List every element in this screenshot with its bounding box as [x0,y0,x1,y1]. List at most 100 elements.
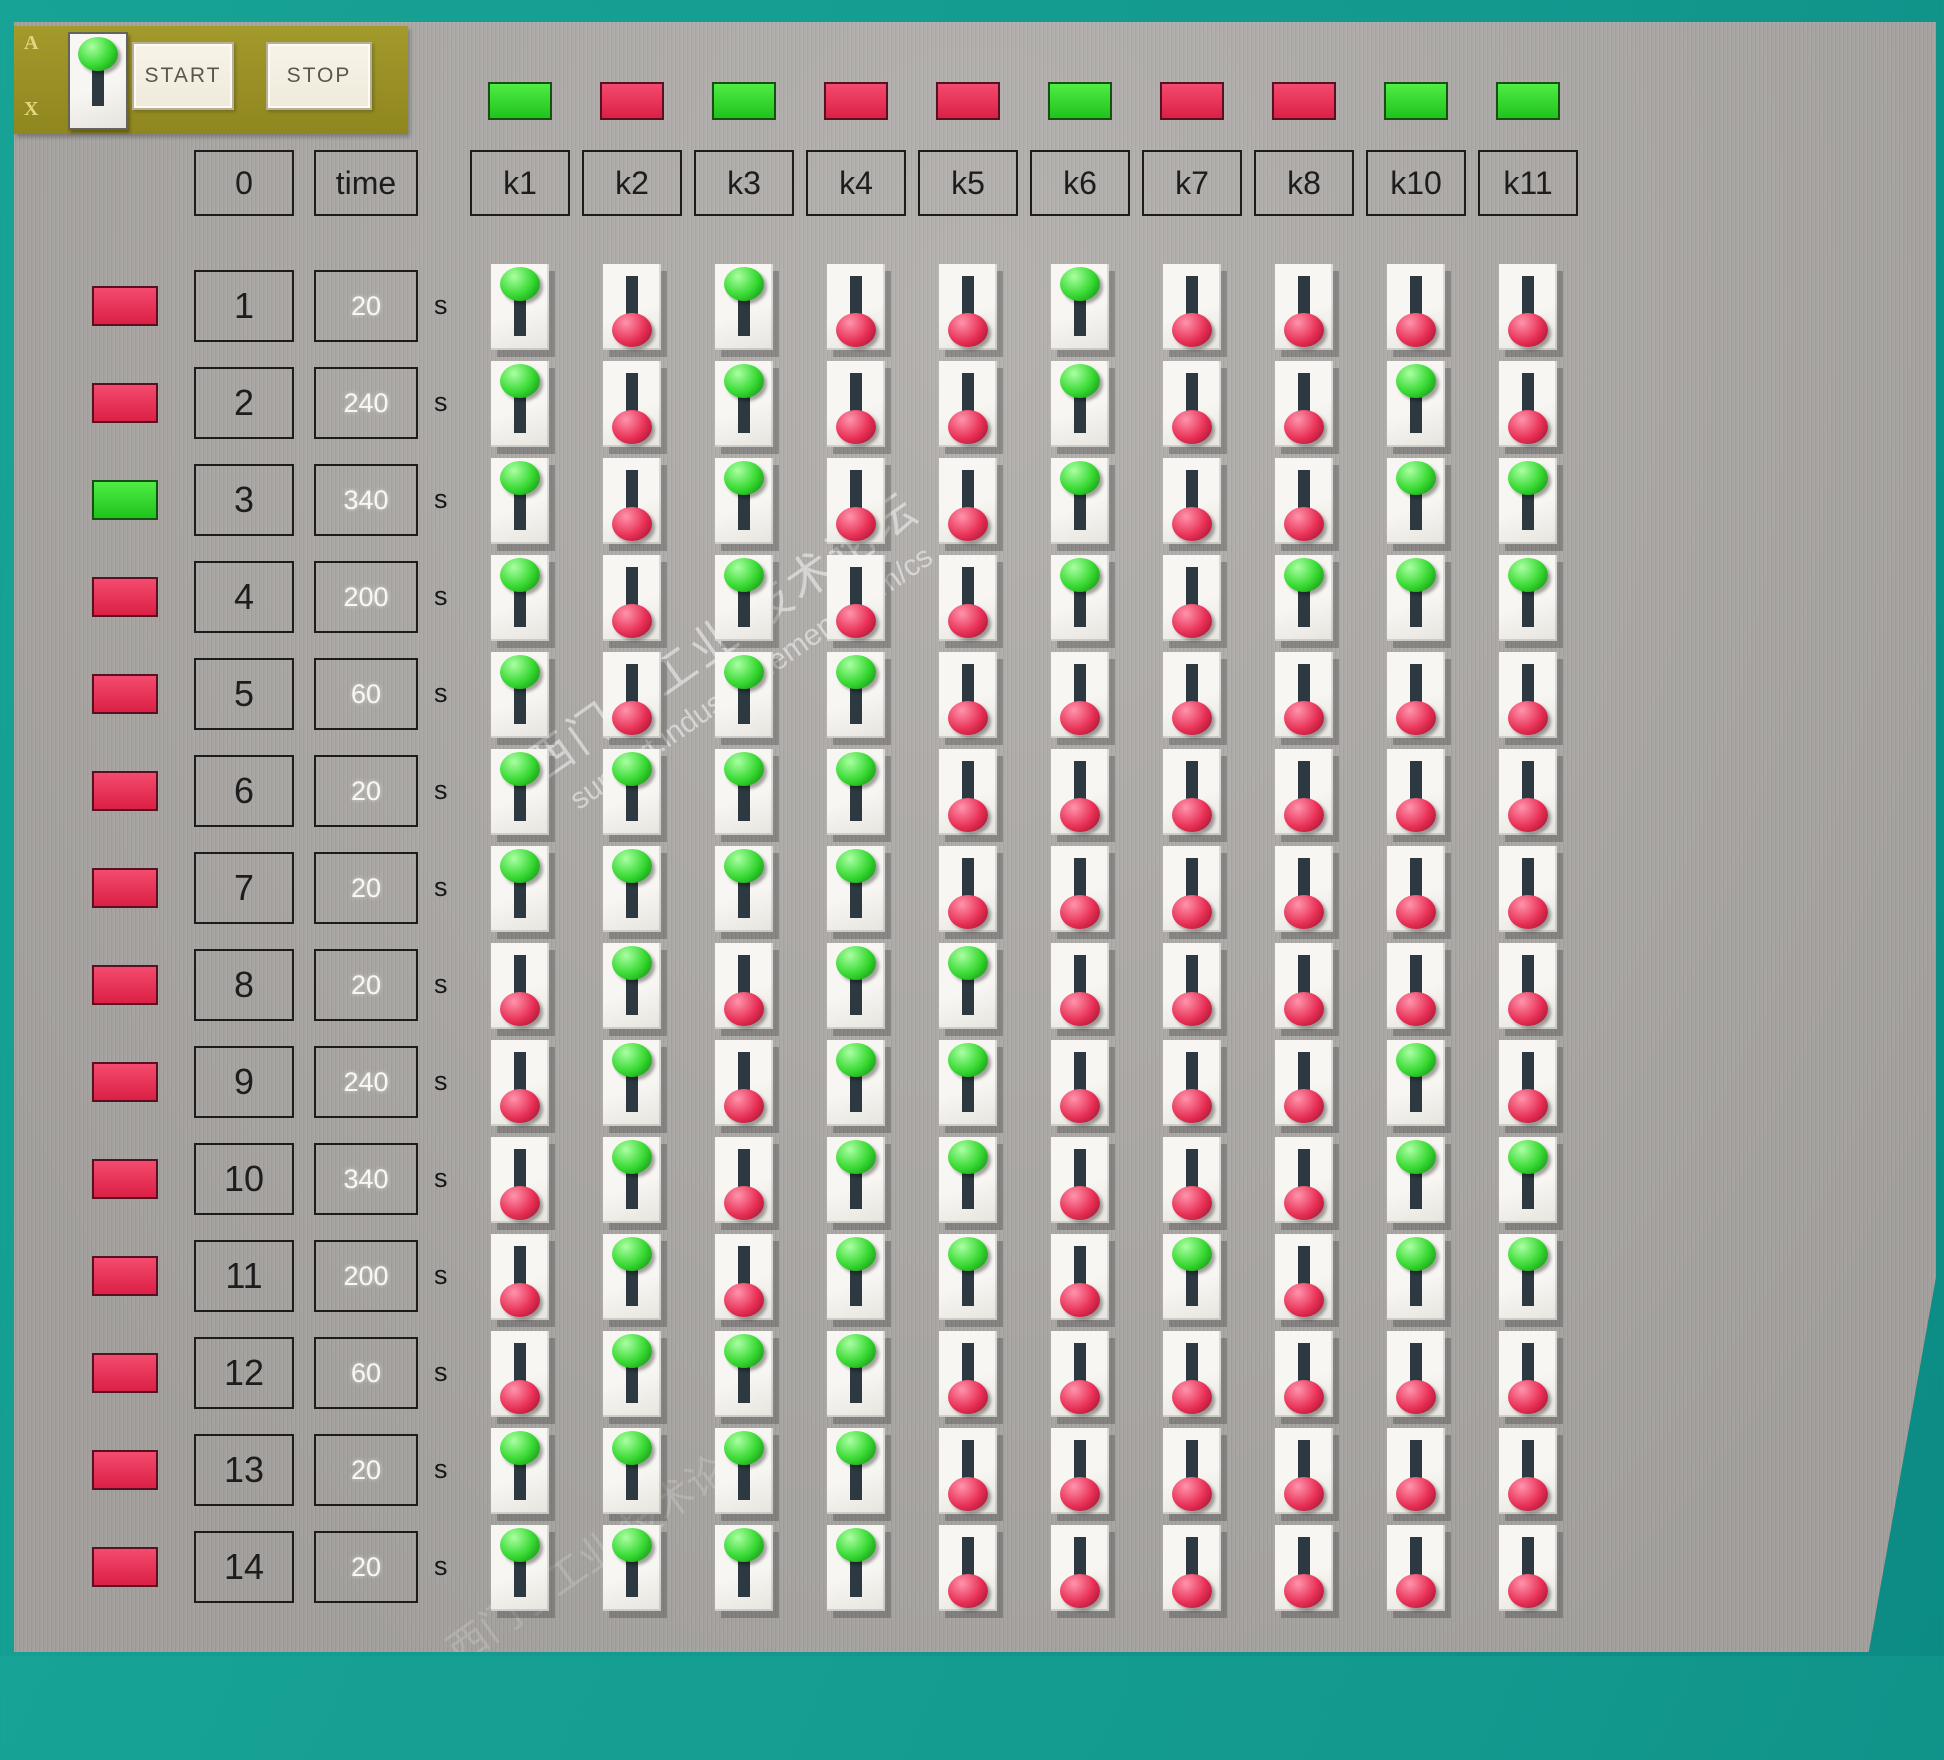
switch-r11-k3[interactable] [715,1234,773,1320]
switch-r8-k5[interactable] [939,943,997,1029]
switch-r14-k5[interactable] [939,1525,997,1611]
switch-r7-k6[interactable] [1051,846,1109,932]
switch-r4-k5[interactable] [939,555,997,641]
master-toggle-switch[interactable] [68,32,128,130]
switch-r1-k3[interactable] [715,264,773,350]
switch-r2-k11[interactable] [1499,361,1557,447]
switch-r2-k6[interactable] [1051,361,1109,447]
switch-r9-k5[interactable] [939,1040,997,1126]
switch-r6-k4[interactable] [827,749,885,835]
switch-r1-k5[interactable] [939,264,997,350]
switch-r4-k11[interactable] [1499,555,1557,641]
time-value-14[interactable]: 20 [314,1531,418,1603]
switch-r1-k6[interactable] [1051,264,1109,350]
switch-r10-k5[interactable] [939,1137,997,1223]
switch-r8-k11[interactable] [1499,943,1557,1029]
switch-r9-k4[interactable] [827,1040,885,1126]
switch-r8-k10[interactable] [1387,943,1445,1029]
time-value-11[interactable]: 200 [314,1240,418,1312]
switch-r5-k5[interactable] [939,652,997,738]
switch-r6-k3[interactable] [715,749,773,835]
switch-r12-k6[interactable] [1051,1331,1109,1417]
switch-r14-k2[interactable] [603,1525,661,1611]
switch-r5-k1[interactable] [491,652,549,738]
switch-r3-k5[interactable] [939,458,997,544]
switch-r14-k6[interactable] [1051,1525,1109,1611]
switch-r14-k8[interactable] [1275,1525,1333,1611]
switch-r13-k2[interactable] [603,1428,661,1514]
switch-r2-k5[interactable] [939,361,997,447]
switch-r9-k10[interactable] [1387,1040,1445,1126]
switch-r2-k10[interactable] [1387,361,1445,447]
switch-r9-k1[interactable] [491,1040,549,1126]
switch-r13-k8[interactable] [1275,1428,1333,1514]
switch-r3-k1[interactable] [491,458,549,544]
time-value-4[interactable]: 200 [314,561,418,633]
switch-r10-k11[interactable] [1499,1137,1557,1223]
time-value-3[interactable]: 340 [314,464,418,536]
switch-r6-k7[interactable] [1163,749,1221,835]
switch-r7-k3[interactable] [715,846,773,932]
switch-r12-k5[interactable] [939,1331,997,1417]
switch-r14-k1[interactable] [491,1525,549,1611]
switch-r1-k7[interactable] [1163,264,1221,350]
switch-r10-k2[interactable] [603,1137,661,1223]
time-value-12[interactable]: 60 [314,1337,418,1409]
switch-r11-k8[interactable] [1275,1234,1333,1320]
switch-r6-k11[interactable] [1499,749,1557,835]
time-value-5[interactable]: 60 [314,658,418,730]
time-value-2[interactable]: 240 [314,367,418,439]
switch-r6-k6[interactable] [1051,749,1109,835]
switch-r4-k7[interactable] [1163,555,1221,641]
switch-r8-k2[interactable] [603,943,661,1029]
switch-r3-k10[interactable] [1387,458,1445,544]
switch-r13-k4[interactable] [827,1428,885,1514]
switch-r11-k11[interactable] [1499,1234,1557,1320]
switch-r11-k1[interactable] [491,1234,549,1320]
switch-r8-k8[interactable] [1275,943,1333,1029]
switch-r3-k3[interactable] [715,458,773,544]
switch-r5-k10[interactable] [1387,652,1445,738]
switch-r4-k2[interactable] [603,555,661,641]
switch-r6-k5[interactable] [939,749,997,835]
switch-r2-k7[interactable] [1163,361,1221,447]
switch-r8-k7[interactable] [1163,943,1221,1029]
switch-r3-k4[interactable] [827,458,885,544]
switch-r5-k8[interactable] [1275,652,1333,738]
switch-r10-k3[interactable] [715,1137,773,1223]
switch-r6-k8[interactable] [1275,749,1333,835]
switch-r13-k3[interactable] [715,1428,773,1514]
switch-r4-k1[interactable] [491,555,549,641]
switch-r1-k11[interactable] [1499,264,1557,350]
switch-r4-k3[interactable] [715,555,773,641]
switch-r4-k4[interactable] [827,555,885,641]
switch-r13-k6[interactable] [1051,1428,1109,1514]
switch-r9-k11[interactable] [1499,1040,1557,1126]
switch-r10-k4[interactable] [827,1137,885,1223]
switch-r1-k2[interactable] [603,264,661,350]
switch-r9-k6[interactable] [1051,1040,1109,1126]
switch-r3-k2[interactable] [603,458,661,544]
switch-r2-k1[interactable] [491,361,549,447]
switch-r1-k1[interactable] [491,264,549,350]
switch-r7-k5[interactable] [939,846,997,932]
switch-r7-k8[interactable] [1275,846,1333,932]
switch-r3-k6[interactable] [1051,458,1109,544]
time-value-13[interactable]: 20 [314,1434,418,1506]
switch-r4-k8[interactable] [1275,555,1333,641]
switch-r12-k3[interactable] [715,1331,773,1417]
stop-button[interactable]: STOP [266,42,372,110]
switch-r8-k6[interactable] [1051,943,1109,1029]
switch-r12-k4[interactable] [827,1331,885,1417]
switch-r3-k11[interactable] [1499,458,1557,544]
switch-r14-k11[interactable] [1499,1525,1557,1611]
switch-r11-k6[interactable] [1051,1234,1109,1320]
switch-r1-k4[interactable] [827,264,885,350]
switch-r6-k2[interactable] [603,749,661,835]
time-value-7[interactable]: 20 [314,852,418,924]
switch-r8-k1[interactable] [491,943,549,1029]
switch-r5-k2[interactable] [603,652,661,738]
switch-r10-k1[interactable] [491,1137,549,1223]
switch-r7-k4[interactable] [827,846,885,932]
start-button[interactable]: START [132,42,234,110]
